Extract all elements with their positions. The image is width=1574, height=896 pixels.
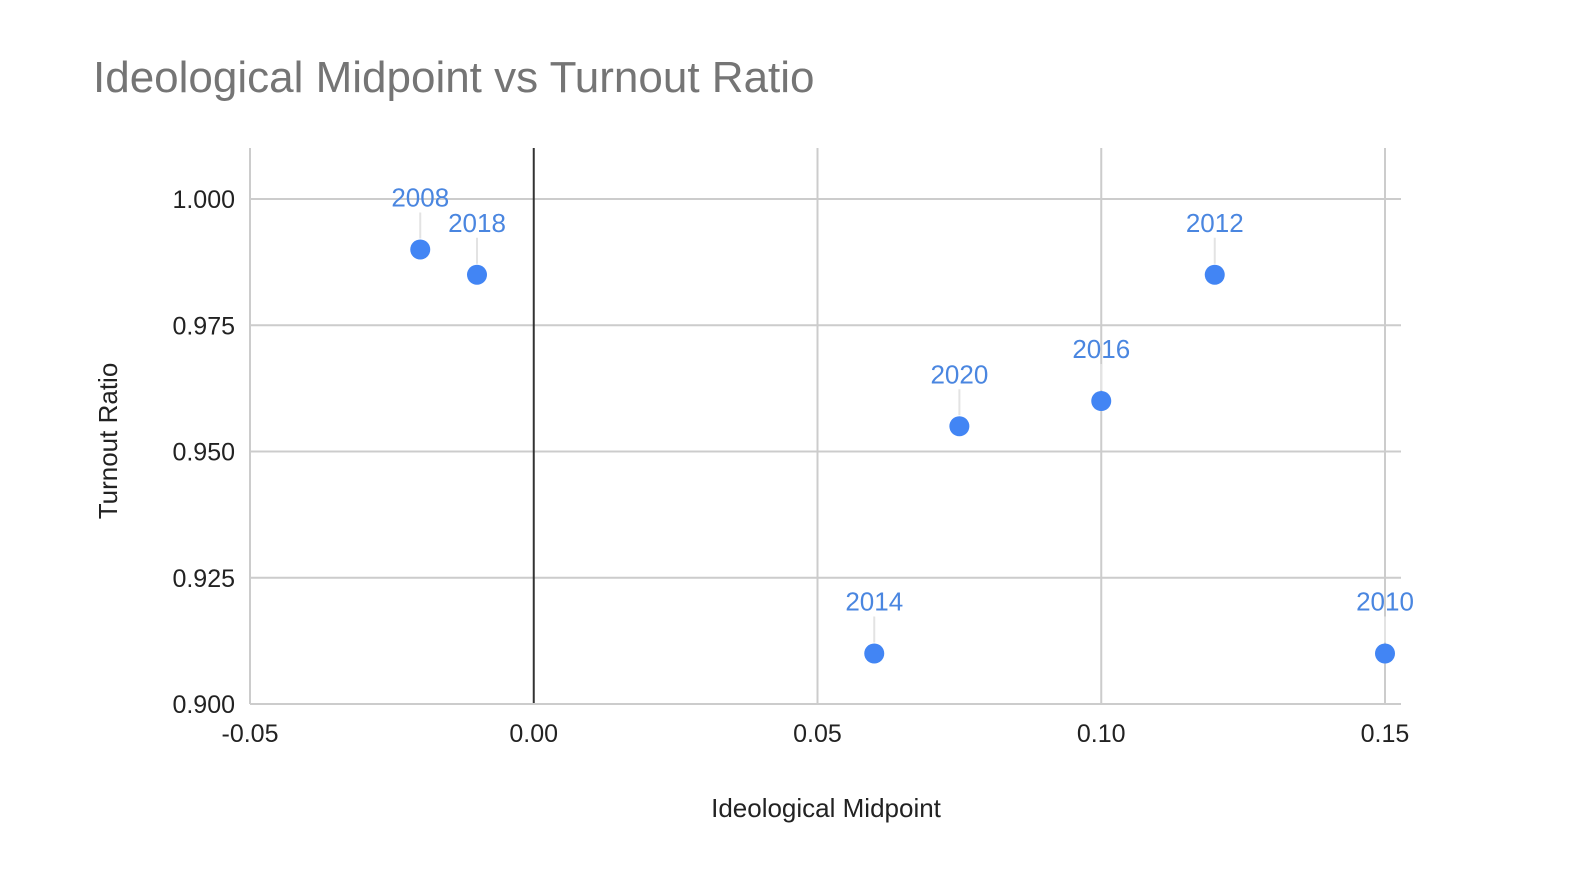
point-label: 2014: [845, 587, 903, 617]
data-point: [467, 264, 487, 285]
y-tick-label: 0.950: [172, 439, 235, 467]
tick-labels: 0.900 0.925 0.950 0.975 1.000 -0.05 0.00 0.05 0.…: [172, 186, 1409, 748]
gridlines: [250, 148, 1401, 704]
data-point: [1375, 643, 1395, 664]
data-point: [410, 239, 431, 260]
chart-title: Ideological Midpoint vs Turnout Ratio: [93, 53, 815, 102]
point-label: 2020: [930, 359, 988, 389]
x-tick-label: -0.05: [222, 720, 279, 748]
x-axis-title: Ideological Midpoint: [711, 793, 942, 823]
x-tick-label: 0.00: [509, 720, 558, 748]
y-tick-label: 1.000: [172, 186, 235, 214]
y-tick-label: 0.925: [172, 565, 235, 593]
point-label: 2010: [1356, 587, 1414, 617]
point-label: 2008: [391, 183, 449, 213]
x-tick-label: 0.10: [1077, 720, 1126, 748]
data-point: [949, 416, 970, 437]
data-point: [864, 643, 885, 664]
axes: [249, 148, 1401, 705]
y-tick-label: 0.900: [172, 691, 235, 719]
point-label: 2012: [1186, 208, 1244, 238]
point-label: 2016: [1072, 334, 1130, 364]
data-point: [1091, 391, 1112, 411]
x-tick-label: 0.05: [793, 720, 842, 748]
data-point: [1204, 264, 1225, 285]
point-label: 2018: [448, 208, 506, 238]
y-tick-label: 0.975: [172, 312, 235, 340]
x-tick-label: 0.15: [1361, 720, 1410, 748]
y-axis-title: Turnout Ratio: [93, 363, 123, 520]
